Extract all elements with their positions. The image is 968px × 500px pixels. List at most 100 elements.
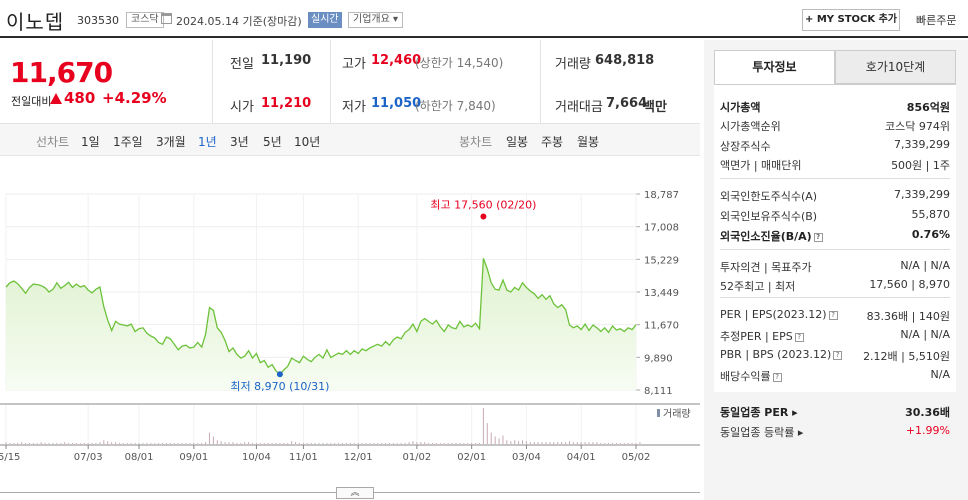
market-badge: 코스닥 <box>126 12 164 28</box>
volume-bar <box>87 443 89 444</box>
volume-bar <box>154 443 156 444</box>
help-icon[interactable]: ? <box>828 310 838 320</box>
high-annotation: 최고 17,560 (02/20) <box>430 199 536 212</box>
x-tick-label: 04/01 <box>567 452 596 463</box>
info-row: 외국인소진율(B/A)? 0.76% <box>720 226 950 244</box>
trade-value: 7,664 <box>606 96 648 111</box>
tab-investment-info[interactable]: 투자정보 <box>714 50 835 84</box>
industry-row[interactable]: 동일업종 PER ▸ 30.36배 <box>720 402 950 420</box>
tab-daily[interactable]: 일봉 <box>506 135 529 149</box>
volume-bar <box>17 443 19 444</box>
volume-bar <box>298 443 300 444</box>
realtime-button[interactable]: 실시간 <box>308 12 342 28</box>
tab-1w[interactable]: 1주일 <box>113 135 143 149</box>
section-divider <box>720 178 950 179</box>
volume-bar <box>439 443 441 444</box>
high-marker <box>480 213 487 220</box>
volume-bar <box>506 440 508 444</box>
volume-bar <box>525 441 527 444</box>
section-divider <box>720 297 950 298</box>
info-label: 외국인한도주식수(A) <box>720 190 818 203</box>
change-percent: +4.29% <box>102 89 167 107</box>
info-row: PBR | BPS (2023.12)? 2.12배 | 5,510원 <box>720 346 950 364</box>
help-icon[interactable]: ? <box>794 332 804 342</box>
volume-bar <box>373 443 375 444</box>
up-triangle-icon <box>50 93 62 104</box>
tab-10y[interactable]: 10년 <box>294 135 321 149</box>
volume-bar <box>330 443 332 444</box>
info-value: 17,560 | 8,970 <box>869 278 950 291</box>
stock-code: 303530 <box>77 14 119 27</box>
help-icon[interactable]: ? <box>772 372 782 382</box>
y-tick-label: 18,787 <box>644 190 679 201</box>
volume-bar <box>21 442 23 444</box>
volume-bar <box>48 443 50 444</box>
volume-bar <box>72 443 74 444</box>
volume-bar <box>357 443 359 444</box>
info-value: 2.12배 | 5,510원 <box>863 350 950 363</box>
volume-bar <box>259 443 261 444</box>
info-label: 추정PER | EPS? <box>720 328 804 344</box>
volume-bar <box>212 436 214 444</box>
volume-bar <box>146 443 148 444</box>
industry-row[interactable]: 동일업종 등락률 ▸ +1.99% <box>720 422 950 440</box>
tab-1y[interactable]: 1년 <box>198 135 217 149</box>
x-tick-label: 07/03 <box>74 452 103 463</box>
volume-bar <box>482 408 484 444</box>
volume-bar <box>232 442 234 444</box>
collapse-chart-button[interactable]: ︽ <box>336 487 374 499</box>
volume-bar <box>275 443 277 444</box>
help-icon[interactable]: ? <box>833 350 843 360</box>
volume-bar <box>13 443 15 444</box>
volume-bar <box>342 443 344 444</box>
volume-bar <box>467 443 469 444</box>
corp-info-dropdown[interactable]: 기업개요 ▾ <box>348 12 403 28</box>
volume-bar <box>240 443 242 444</box>
tab-weekly[interactable]: 주봉 <box>541 135 564 149</box>
my-stock-add-button[interactable]: + MY STOCK 추가 <box>802 9 900 31</box>
x-tick-label: 12/01 <box>344 452 373 463</box>
volume-bar <box>584 442 586 444</box>
volume-bar <box>165 443 167 444</box>
info-label: 시가총액순위 <box>720 120 781 133</box>
volume-bar <box>314 443 316 444</box>
tab-monthly[interactable]: 월봉 <box>577 135 600 149</box>
volume-bar <box>79 443 81 444</box>
volume-bar <box>345 443 347 444</box>
tab-order-book[interactable]: 호가10단계 <box>835 50 956 84</box>
volume-bar <box>111 442 113 444</box>
volume-bar <box>561 442 563 444</box>
volume-bar <box>471 443 473 444</box>
y-tick-label: 9,890 <box>644 353 673 364</box>
volume-bar <box>158 443 160 444</box>
volume-bar <box>392 443 394 444</box>
info-value: 856억원 <box>906 101 950 114</box>
volume-legend-label: 거래량 <box>663 408 691 420</box>
volume-bar <box>208 432 210 444</box>
volume-bar <box>494 436 496 444</box>
info-label: 투자의견 | 목표주가 <box>720 261 812 274</box>
price-area <box>6 258 636 390</box>
candle-chart-label: 봉차트 <box>459 135 493 149</box>
tab-1d[interactable]: 1일 <box>81 135 100 149</box>
volume-bar <box>56 443 58 444</box>
volume-bar <box>193 443 195 444</box>
tab-3m[interactable]: 3개월 <box>156 135 186 149</box>
volume-bar <box>349 443 351 444</box>
tab-3y[interactable]: 3년 <box>230 135 249 149</box>
help-icon[interactable]: ? <box>813 232 823 242</box>
x-tick-label: 11/01 <box>289 452 318 463</box>
industry-value: +1.99% <box>905 424 950 437</box>
quick-order-button[interactable]: 빠른주문 <box>916 14 957 27</box>
volume-bar <box>510 441 512 444</box>
tab-5y[interactable]: 5년 <box>263 135 282 149</box>
volume-bar <box>181 443 183 444</box>
low-annotation: 최저 8,970 (10/31) <box>230 380 329 393</box>
volume-bar <box>615 443 617 444</box>
volume-bar <box>388 443 390 444</box>
volume-bar <box>197 443 199 444</box>
price-chart[interactable]: 18,787 17,008 15,229 13,449 11,670 9,890 8,111… <box>0 160 700 500</box>
info-row: 시가총액순위 코스닥 974위 <box>720 116 950 134</box>
open-label: 시가 <box>230 100 254 115</box>
low-label: 저가 <box>342 100 366 115</box>
